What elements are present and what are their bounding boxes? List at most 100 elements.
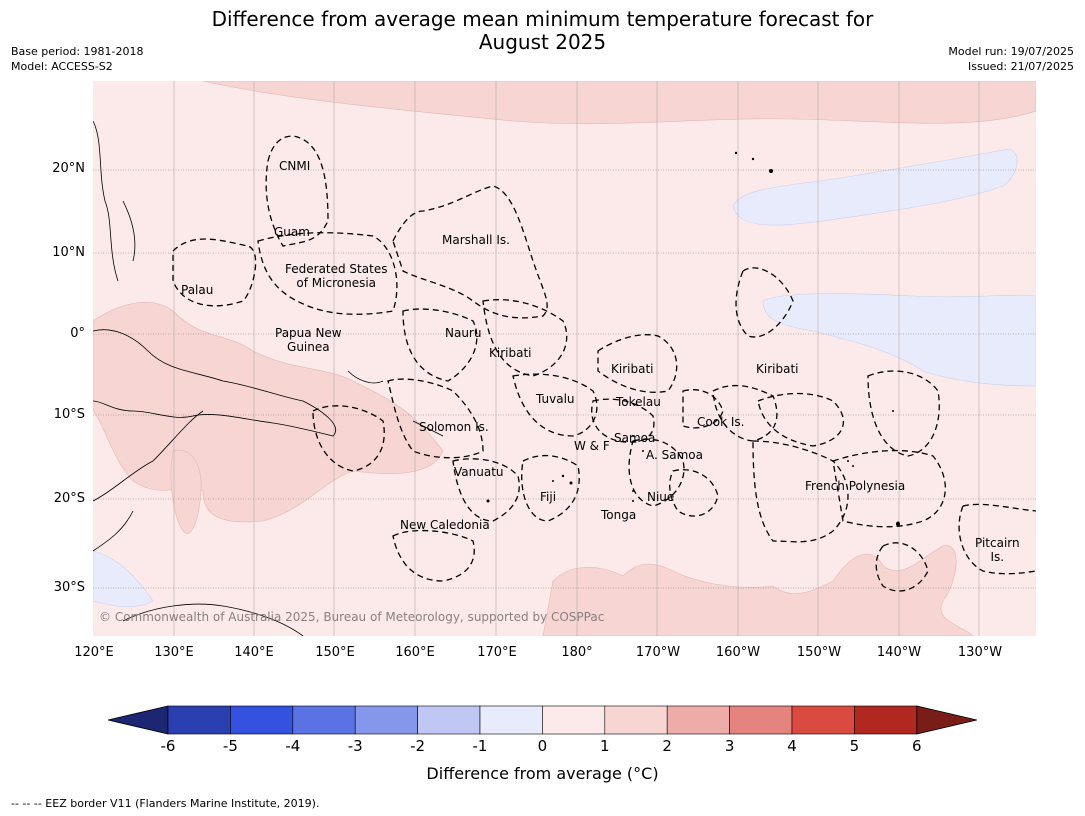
colorbar-tick: 3 <box>724 737 735 755</box>
place-fsm: Federated States of Micronesia <box>285 262 387 290</box>
colorbar-tick: -6 <box>160 737 176 755</box>
anomaly-aus-patch <box>170 449 202 534</box>
anomaly-sw-cool <box>93 550 154 608</box>
misc-symbol <box>896 522 900 526</box>
colorbar-swatch <box>666 705 730 735</box>
colorbar-label: Difference from average (°C) <box>426 764 659 783</box>
coastlines <box>93 120 444 636</box>
colorbar-swatch <box>542 705 606 735</box>
place-tokelau: Tokelau <box>616 395 661 409</box>
lon-label-120e: 120°E <box>74 645 114 660</box>
lon-label-160w: 160°W <box>715 645 761 660</box>
colorbar-swatch <box>791 705 855 735</box>
place-samoa: Samoa <box>614 431 656 445</box>
lon-label-130w: 130°W <box>957 645 1003 660</box>
colorbar-swatch <box>292 705 356 735</box>
colorbar-tick: -1 <box>472 737 488 755</box>
place-french-polynesia: French Polynesia <box>805 479 906 493</box>
place-png-line1: Papua New <box>275 326 342 340</box>
colorbar-swatch <box>230 705 294 735</box>
base-period: Base period: 1981-2018 <box>11 45 144 58</box>
place-kiribati-east: Kiribati <box>756 362 799 376</box>
place-vanuatu: Vanuatu <box>454 465 504 479</box>
graticule <box>173 81 980 636</box>
place-png: Papua New Guinea <box>275 326 342 354</box>
anomaly-equatorial-cool <box>762 293 1036 387</box>
place-solomon: Solomon Is. <box>419 420 489 434</box>
place-tuvalu: Tuvalu <box>536 392 575 406</box>
model-run: Model run: 19/07/2025 <box>948 45 1074 58</box>
lat-label-20s: 20°S <box>53 491 85 506</box>
colorbar-tick: -2 <box>410 737 426 755</box>
place-guam: Guam <box>274 225 310 239</box>
anomaly-south-band <box>542 545 974 636</box>
issued-date: Issued: 21/07/2025 <box>967 60 1074 73</box>
title-line-1: Difference from average mean minimum tem… <box>211 7 874 31</box>
eez-borders <box>172 135 1036 592</box>
lat-label-10n: 10°N <box>52 245 85 260</box>
place-nauru: Nauru <box>445 326 482 340</box>
colorbar-swatch <box>167 705 231 735</box>
title-line-2: August 2025 <box>478 30 607 54</box>
lon-label-180: 180° <box>561 645 593 660</box>
place-american-samoa: A. Samoa <box>646 448 703 462</box>
colorbar-over-arrow <box>916 705 977 735</box>
place-tonga: Tonga <box>601 508 637 522</box>
place-kiribati-central: Kiribati <box>611 362 654 376</box>
run-info: Model run: 19/07/2025 Issued: 21/07/2025 <box>948 44 1074 74</box>
eez-legend-note: -- -- -- EEZ border V11 (Flanders Marine… <box>11 797 320 810</box>
colorbar-tick: -4 <box>285 737 301 755</box>
latitude-lines <box>93 169 1036 589</box>
colorbar-tick: 4 <box>787 737 797 755</box>
place-fsm-line2: of Micronesia <box>296 276 377 290</box>
lat-label-20n: 20°N <box>52 161 85 176</box>
colorbar-tick: 2 <box>662 737 672 755</box>
colorbar-swatch <box>729 705 793 735</box>
colorbar-tick: 0 <box>537 737 548 755</box>
place-pitcairn-line1: Pitcairn <box>975 536 1020 550</box>
lon-label-140e: 140°E <box>234 645 274 660</box>
place-pitcairn-line2: Is. <box>990 550 1005 564</box>
map-title: Difference from average mean minimum tem… <box>0 8 1085 54</box>
colorbar-swatch <box>417 705 481 735</box>
lon-label-150w: 150°W <box>796 645 842 660</box>
lon-label-170e: 170°E <box>477 645 517 660</box>
lon-label-150e: 150°E <box>315 645 355 660</box>
place-png-line2: Guinea <box>287 340 330 354</box>
colorbar <box>108 705 977 735</box>
colorbar-swatch <box>604 705 668 735</box>
place-niue: Niue <box>647 490 675 504</box>
place-cook: Cook Is. <box>697 415 745 429</box>
lat-label-0: 0° <box>70 326 85 341</box>
lon-label-160e: 160°E <box>395 645 435 660</box>
colorbar-tick: -5 <box>222 737 238 755</box>
lon-label-140w: 140°W <box>876 645 922 660</box>
colorbar-swatch <box>854 705 918 735</box>
lat-label-30s: 30°S <box>53 580 85 595</box>
colorbar-swatch <box>479 705 543 735</box>
place-pitcairn: Pitcairn Is. <box>975 536 1020 564</box>
colorbar-tick: 1 <box>600 737 610 755</box>
map-graphic <box>93 81 1036 636</box>
place-marshall: Marshall Is. <box>442 233 510 247</box>
place-palau: Palau <box>181 283 214 297</box>
place-new-caledonia: New Caledonia <box>400 518 490 532</box>
place-cnmi: CNMI <box>279 159 311 173</box>
anomaly-hawaii-cool <box>732 148 1018 226</box>
colorbar-tick: 5 <box>849 737 860 755</box>
colorbar-tick: 6 <box>912 737 922 755</box>
anomaly-north-band <box>202 81 1036 125</box>
colorbar-tick: -3 <box>347 737 363 755</box>
colorbar-under-arrow <box>108 705 169 735</box>
colorbar-swatch <box>354 705 418 735</box>
copyright-notice: © Commonwealth of Australia 2025, Bureau… <box>99 610 605 624</box>
lon-label-130e: 130°E <box>154 645 194 660</box>
map-panel: © Commonwealth of Australia 2025, Bureau… <box>93 81 1036 636</box>
base-info: Base period: 1981-2018 Model: ACCESS-S2 <box>11 44 143 74</box>
place-fiji: Fiji <box>540 490 557 504</box>
lon-label-170w: 170°W <box>635 645 681 660</box>
place-wallis-futuna: W & F <box>574 439 610 453</box>
place-fsm-line1: Federated States <box>285 262 388 276</box>
place-kiribati-west: Kiribati <box>489 346 532 360</box>
model-name: Model: ACCESS-S2 <box>11 60 113 73</box>
